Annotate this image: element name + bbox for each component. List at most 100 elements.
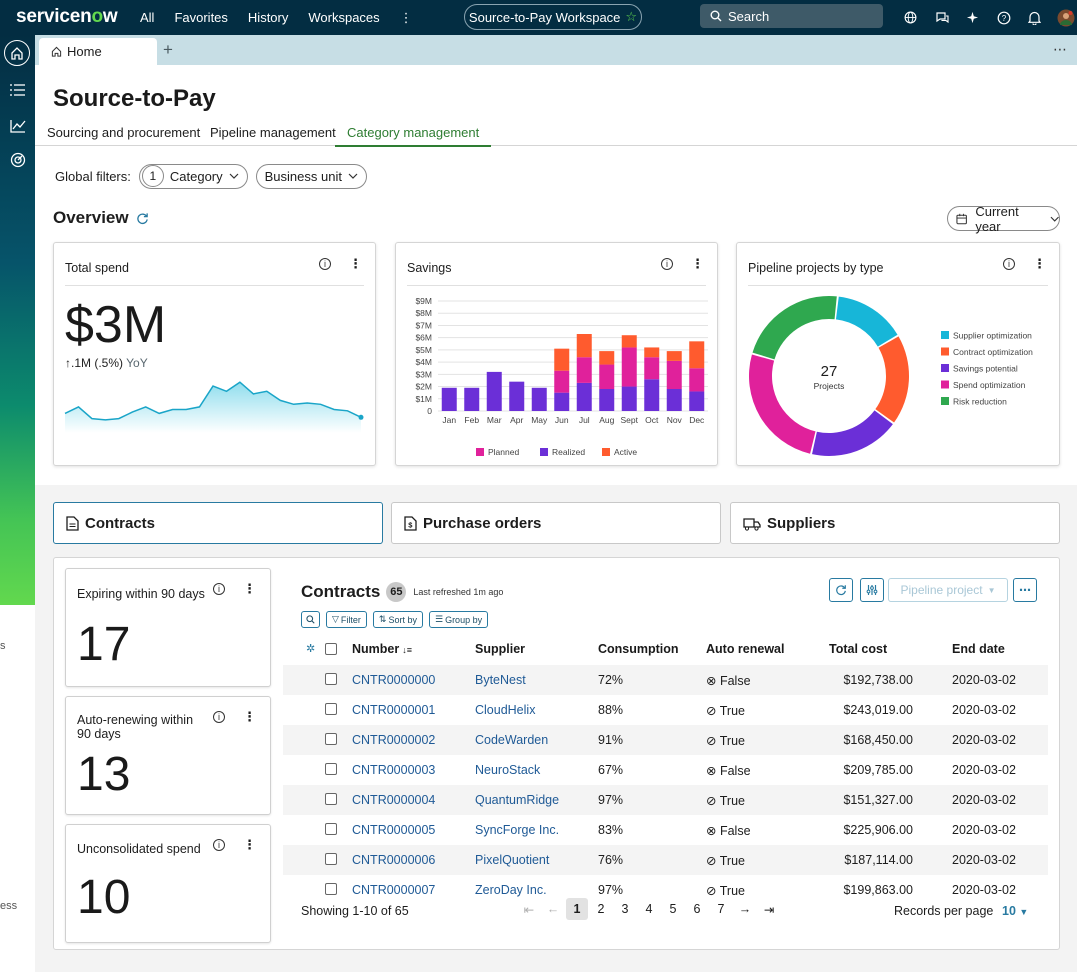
- search-list-button[interactable]: [301, 611, 320, 628]
- supplier-link[interactable]: QuantumRidge: [475, 793, 560, 807]
- table-row[interactable]: CNTR0000004 QuantumRidge 97% ⊘ True $151…: [283, 785, 1048, 815]
- row-checkbox[interactable]: [325, 823, 337, 835]
- sparkle-icon[interactable]: [957, 11, 988, 24]
- period-select[interactable]: Current year: [947, 204, 1060, 234]
- contract-number-link[interactable]: CNTR0000001: [352, 703, 436, 717]
- metric-card-unconsolidated[interactable]: Unconsolidated spend i ⋮ 10: [65, 824, 271, 943]
- next-page-icon[interactable]: →: [738, 902, 752, 916]
- page-button[interactable]: 1: [566, 898, 588, 920]
- analytics-rail-icon[interactable]: [0, 111, 35, 141]
- business-unit-filter-chip[interactable]: Business unit: [255, 163, 367, 189]
- column-number[interactable]: Number ↓≡: [352, 642, 412, 656]
- row-checkbox[interactable]: [325, 883, 337, 895]
- tab-more-icon[interactable]: ⋯: [1053, 41, 1067, 57]
- table-row[interactable]: CNTR0000006 PixelQuotient 76% ⊘ True $18…: [283, 845, 1048, 875]
- more-actions-button[interactable]: ⋯: [1013, 578, 1037, 602]
- table-row[interactable]: CNTR0000003 NeuroStack 67% ⊗ False $209,…: [283, 755, 1048, 785]
- list-settings-button[interactable]: [860, 578, 884, 602]
- tab-home[interactable]: Home: [39, 38, 157, 65]
- contract-number-link[interactable]: CNTR0000004: [352, 793, 436, 807]
- table-row[interactable]: CNTR0000002 CodeWarden 91% ⊘ True $168,4…: [283, 725, 1048, 755]
- supplier-link[interactable]: PixelQuotient: [475, 853, 550, 867]
- global-search-input[interactable]: Search: [700, 4, 883, 28]
- row-checkbox[interactable]: [325, 763, 337, 775]
- chat-icon[interactable]: [926, 11, 957, 24]
- globe-icon[interactable]: [895, 11, 926, 24]
- home-rail-icon[interactable]: [4, 40, 30, 66]
- supplier-link[interactable]: ByteNest: [475, 673, 526, 687]
- column-total-cost[interactable]: Total cost: [829, 642, 888, 656]
- contract-number-link[interactable]: CNTR0000003: [352, 763, 436, 777]
- nav-favorites[interactable]: Favorites: [174, 10, 228, 25]
- refresh-icon[interactable]: [136, 212, 149, 225]
- info-icon[interactable]: i: [213, 839, 225, 851]
- kebab-menu-icon[interactable]: ⋮: [243, 837, 256, 852]
- supplier-link[interactable]: SyncForge Inc.: [475, 823, 560, 837]
- page-button[interactable]: 3: [621, 902, 629, 916]
- page-button[interactable]: 6: [693, 902, 701, 916]
- info-icon[interactable]: i: [213, 583, 225, 595]
- supplier-link[interactable]: CloudHelix: [475, 703, 536, 717]
- tab-sourcing-and-procurement[interactable]: Sourcing and procurement: [47, 125, 201, 140]
- prev-page-icon[interactable]: ←: [546, 902, 560, 916]
- tab-contracts[interactable]: Contracts: [53, 502, 383, 544]
- supplier-link[interactable]: CodeWarden: [475, 733, 549, 747]
- info-icon[interactable]: i: [319, 258, 331, 270]
- filter-button[interactable]: ▽ Filter: [326, 611, 367, 628]
- workspace-pill[interactable]: Source-to-Pay Workspace ☆: [464, 4, 642, 30]
- tab-suppliers[interactable]: Suppliers: [730, 502, 1060, 544]
- row-checkbox[interactable]: [325, 673, 337, 685]
- column-supplier[interactable]: Supplier: [475, 642, 526, 656]
- bell-icon[interactable]: [1019, 11, 1050, 25]
- table-row[interactable]: CNTR0000000 ByteNest 72% ⊗ False $192,73…: [283, 665, 1048, 695]
- servicenow-logo[interactable]: servicenow: [16, 6, 118, 27]
- contract-number-link[interactable]: CNTR0000005: [352, 823, 436, 837]
- table-row[interactable]: CNTR0000005 SyncForge Inc. 83% ⊗ False $…: [283, 815, 1048, 845]
- kebab-menu-icon[interactable]: ⋮: [243, 709, 256, 724]
- row-checkbox[interactable]: [325, 703, 337, 715]
- page-button[interactable]: 4: [645, 902, 653, 916]
- records-per-page-select[interactable]: 10 ▼: [1002, 904, 1029, 918]
- tab-category-management[interactable]: Category management: [335, 125, 492, 147]
- supplier-link[interactable]: NeuroStack: [475, 763, 541, 777]
- page-button[interactable]: 7: [717, 902, 725, 916]
- add-tab-button[interactable]: +: [163, 40, 173, 59]
- row-checkbox[interactable]: [325, 853, 337, 865]
- supplier-link[interactable]: ZeroDay Inc.: [475, 883, 547, 897]
- list-rail-icon[interactable]: [0, 75, 35, 105]
- kebab-menu-icon[interactable]: ⋮: [349, 256, 362, 271]
- contract-number-link[interactable]: CNTR0000000: [352, 673, 436, 687]
- nav-workspaces[interactable]: Workspaces: [308, 10, 380, 25]
- page-button[interactable]: 2: [597, 902, 605, 916]
- sort-by-button[interactable]: ⇅ Sort by: [372, 611, 423, 628]
- metric-card-expiring[interactable]: Expiring within 90 days i ⋮ 17: [65, 568, 271, 687]
- tab-pipeline-management[interactable]: Pipeline management: [210, 125, 336, 140]
- info-icon[interactable]: i: [213, 711, 225, 723]
- table-row[interactable]: CNTR0000001 CloudHelix 88% ⊘ True $243,0…: [283, 695, 1048, 725]
- pipeline-project-button[interactable]: Pipeline project ▼: [888, 578, 1008, 602]
- nav-all[interactable]: All: [140, 10, 155, 25]
- help-icon[interactable]: ?: [988, 11, 1019, 25]
- dashboard-rail-icon[interactable]: [0, 145, 35, 175]
- row-checkbox[interactable]: [325, 733, 337, 745]
- column-end-date[interactable]: End date: [952, 642, 1005, 656]
- column-consumption[interactable]: Consumption: [598, 642, 679, 656]
- group-by-button[interactable]: ☰ Group by: [428, 611, 489, 628]
- kebab-menu-icon[interactable]: ⋮: [1033, 256, 1046, 271]
- metric-card-auto-renewing[interactable]: Auto-renewing within 90 days i ⋮ 13: [65, 696, 271, 815]
- tab-purchase-orders[interactable]: $ Purchase orders: [391, 502, 721, 544]
- first-page-icon[interactable]: ⇤: [523, 902, 535, 917]
- column-auto-renewal[interactable]: Auto renewal: [706, 642, 785, 656]
- kebab-menu-icon[interactable]: ⋮: [691, 256, 704, 271]
- star-icon[interactable]: ☆: [625, 9, 638, 24]
- pin-column-icon[interactable]: ✲: [306, 643, 316, 655]
- contract-number-link[interactable]: CNTR0000002: [352, 733, 436, 747]
- last-page-icon[interactable]: ⇥: [763, 902, 775, 917]
- info-icon[interactable]: i: [661, 258, 673, 270]
- kebab-menu-icon[interactable]: ⋮: [243, 581, 256, 596]
- info-icon[interactable]: i: [1003, 258, 1015, 270]
- page-button[interactable]: 5: [669, 902, 677, 916]
- category-filter-chip[interactable]: 1 Category: [138, 163, 248, 189]
- contract-number-link[interactable]: CNTR0000006: [352, 853, 436, 867]
- row-checkbox[interactable]: [325, 793, 337, 805]
